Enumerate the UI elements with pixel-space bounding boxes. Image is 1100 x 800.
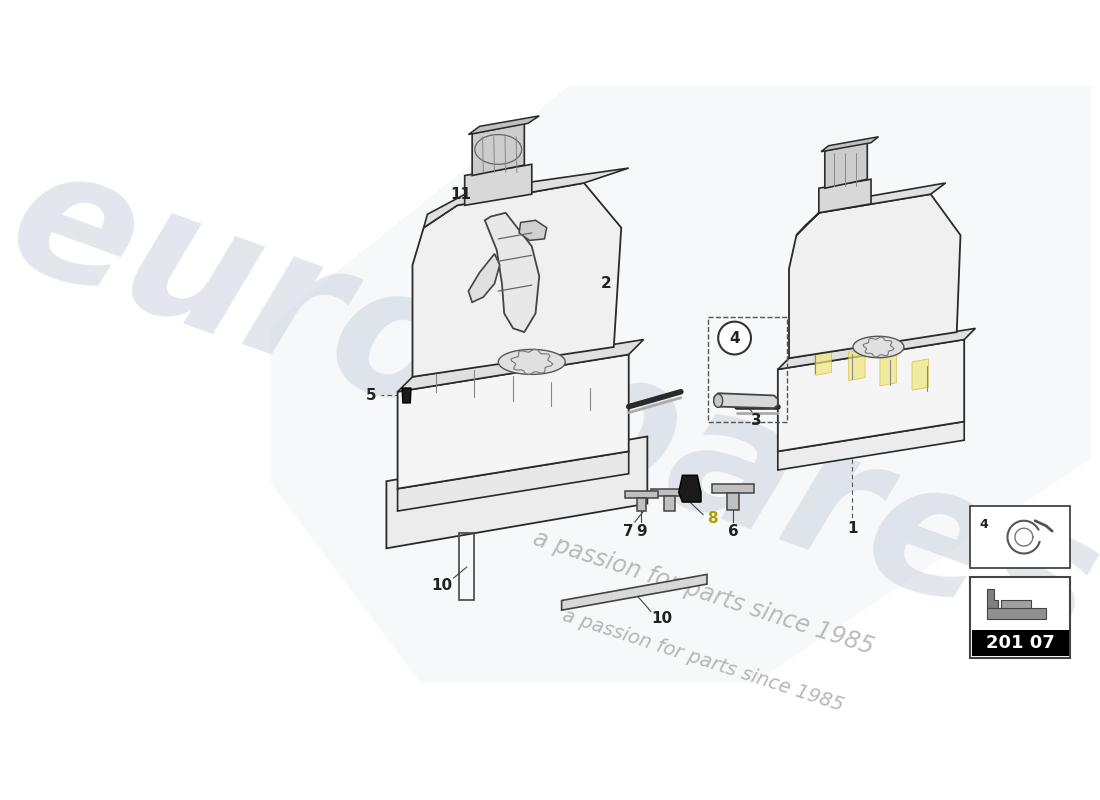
Polygon shape [818,179,871,213]
Polygon shape [880,354,896,386]
Text: eurospares: eurospares [0,129,1100,685]
Polygon shape [196,86,1091,682]
Polygon shape [789,194,960,358]
Polygon shape [412,183,622,377]
Polygon shape [815,344,832,375]
Polygon shape [1001,601,1032,608]
FancyBboxPatch shape [971,630,1068,657]
Polygon shape [778,339,965,451]
Text: a passion for parts since 1985: a passion for parts since 1985 [530,526,877,659]
Polygon shape [778,422,965,470]
Polygon shape [637,498,646,511]
Polygon shape [397,339,644,392]
Polygon shape [397,354,629,489]
Text: 8: 8 [707,511,717,526]
Text: 5: 5 [366,388,377,403]
Text: 4: 4 [729,330,740,346]
Polygon shape [664,496,675,511]
Polygon shape [625,491,658,498]
Polygon shape [485,213,539,332]
Text: 201 07: 201 07 [986,634,1055,652]
Text: 7: 7 [624,524,634,538]
Text: a passion for parts since 1985: a passion for parts since 1985 [560,606,846,714]
Polygon shape [679,475,701,502]
Polygon shape [727,493,739,510]
Polygon shape [796,183,946,235]
Polygon shape [651,489,689,496]
Polygon shape [987,608,1046,619]
Polygon shape [469,116,539,134]
Polygon shape [464,164,531,206]
Polygon shape [562,574,707,610]
Polygon shape [712,484,754,493]
Text: 2: 2 [601,276,612,291]
Polygon shape [498,350,565,374]
Polygon shape [854,336,904,358]
Text: 4: 4 [979,518,988,531]
Polygon shape [821,137,879,152]
Polygon shape [825,142,867,188]
Text: 11: 11 [451,186,472,202]
Text: 10: 10 [432,578,453,593]
Text: 10: 10 [651,611,672,626]
Text: 6: 6 [728,525,738,539]
Polygon shape [397,451,629,511]
FancyBboxPatch shape [970,577,1070,658]
FancyBboxPatch shape [970,506,1070,569]
Polygon shape [714,394,723,407]
Polygon shape [718,322,751,354]
Polygon shape [469,254,499,302]
Polygon shape [386,437,647,548]
Text: 9: 9 [636,525,647,539]
Polygon shape [424,168,629,228]
Polygon shape [912,359,928,390]
Polygon shape [472,123,525,175]
Polygon shape [519,220,547,240]
Polygon shape [403,388,411,403]
Polygon shape [987,590,998,608]
Polygon shape [715,394,778,408]
Polygon shape [778,328,976,370]
Text: 1: 1 [847,522,858,537]
Polygon shape [849,350,865,381]
Text: 3: 3 [751,413,761,427]
